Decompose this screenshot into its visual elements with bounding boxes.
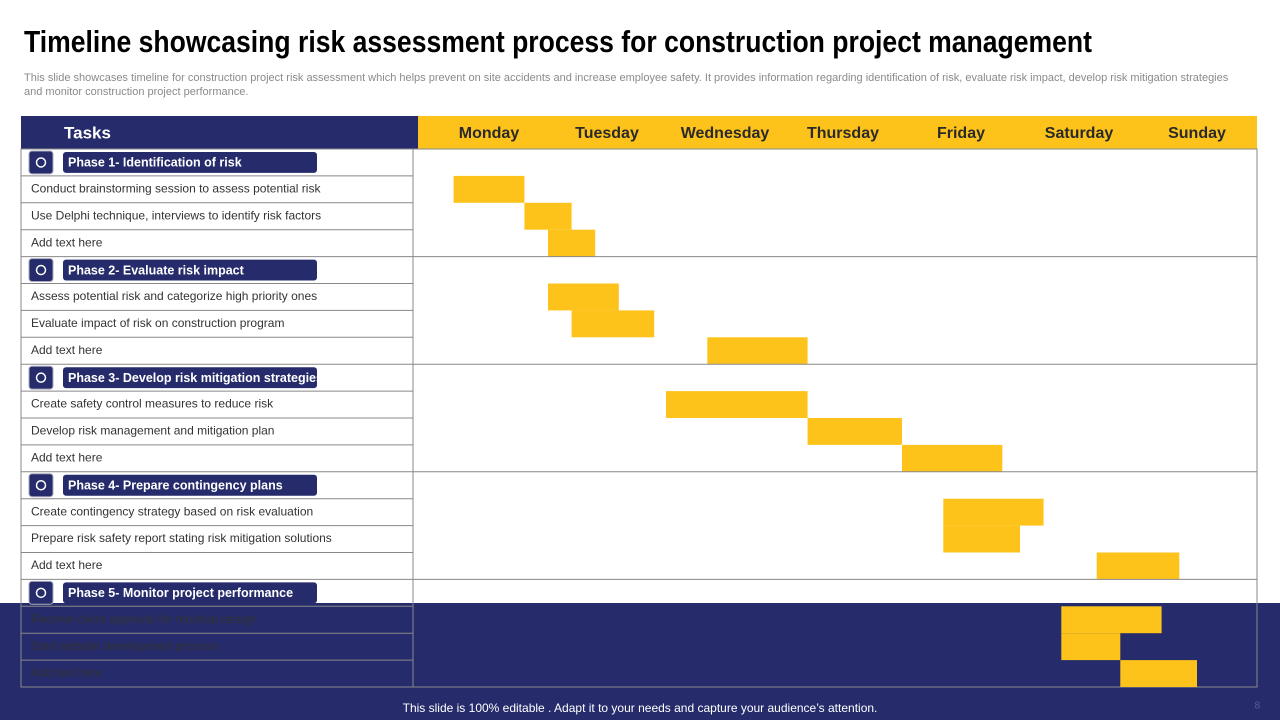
day-label: Thursday xyxy=(807,125,879,142)
task-label: Add text here xyxy=(31,451,103,465)
phase-icon xyxy=(28,150,54,175)
phase-icon xyxy=(28,258,54,283)
phase-icon xyxy=(28,580,54,605)
phase-pill xyxy=(63,474,317,496)
task-bar xyxy=(571,310,655,338)
task-label: Conduct brainstorming session to assess … xyxy=(31,182,321,196)
phase-label: Phase 4- Prepare contingency plans xyxy=(68,479,283,493)
day-label: Tuesday xyxy=(575,125,639,142)
task-bar xyxy=(524,202,572,230)
day-label: Saturday xyxy=(1045,125,1114,142)
task-bar xyxy=(902,444,1003,472)
subtitle: This slide showcases timeline for constr… xyxy=(24,72,1229,98)
task-label: Add text here xyxy=(31,558,103,572)
task-label: Assess potential risk and categorize hig… xyxy=(31,289,317,303)
phase-label: Phase 3- Develop risk mitigation strateg… xyxy=(68,371,323,385)
phase-icon xyxy=(28,365,54,390)
phase-pill xyxy=(63,367,317,389)
phase-pill xyxy=(63,152,317,173)
task-bar xyxy=(548,229,596,257)
header-days xyxy=(418,116,1257,149)
header-tasks xyxy=(21,116,418,149)
task-bar xyxy=(943,525,1020,553)
task-label: Add text here xyxy=(31,343,103,357)
footer: This slide is 100% editable . Adapt it t… xyxy=(403,701,878,715)
phase-icon xyxy=(28,473,54,498)
phase-icon-glyph xyxy=(35,264,47,276)
task-bar xyxy=(1120,660,1197,687)
phase-label: Phase 1- Identification of risk xyxy=(68,156,242,170)
phase-label: Phase 2- Evaluate risk impact xyxy=(68,263,245,277)
task-label: Add text here xyxy=(31,235,103,249)
phase-pill xyxy=(63,259,317,281)
task-bar xyxy=(666,391,808,418)
task-bar xyxy=(1096,552,1180,580)
day-label: Wednesday xyxy=(681,125,770,142)
task-bar xyxy=(453,175,525,203)
task-label: Develop risk management and mitigation p… xyxy=(31,424,274,438)
task-label: Start website development process xyxy=(31,639,218,653)
phase-icon-glyph xyxy=(35,587,47,599)
task-bar xyxy=(1061,633,1121,661)
task-bar xyxy=(807,418,902,445)
task-bar xyxy=(707,337,808,365)
phase-icon-glyph xyxy=(35,372,47,383)
task-label: Create safety control measures to reduce… xyxy=(31,397,274,411)
day-label: Sunday xyxy=(1168,125,1226,142)
phase-icon-glyph xyxy=(35,480,47,491)
tasks-label: Tasks xyxy=(64,123,111,142)
phase-pill xyxy=(63,582,317,604)
task-label: Use Delphi technique, interviews to iden… xyxy=(31,208,321,222)
task-label: Receive client approval for mockup desig… xyxy=(31,612,256,626)
page-number: 8 xyxy=(1254,701,1260,712)
day-label: Friday xyxy=(937,125,985,142)
task-label: Evaluate impact of risk on construction … xyxy=(31,316,284,330)
task-bar xyxy=(943,498,1044,526)
task-label: Prepare risk safety report stating risk … xyxy=(31,531,332,545)
phase-icon-glyph xyxy=(35,157,47,168)
task-bar xyxy=(548,283,619,311)
day-label: Monday xyxy=(459,125,520,142)
task-label: Add text here xyxy=(31,666,103,680)
title: Timeline showcasing risk assessment proc… xyxy=(24,24,1092,59)
task-label: Create contingency strategy based on ris… xyxy=(31,504,313,518)
task-bar xyxy=(1061,606,1162,634)
phase-label: Phase 5- Monitor project performance xyxy=(68,586,293,600)
